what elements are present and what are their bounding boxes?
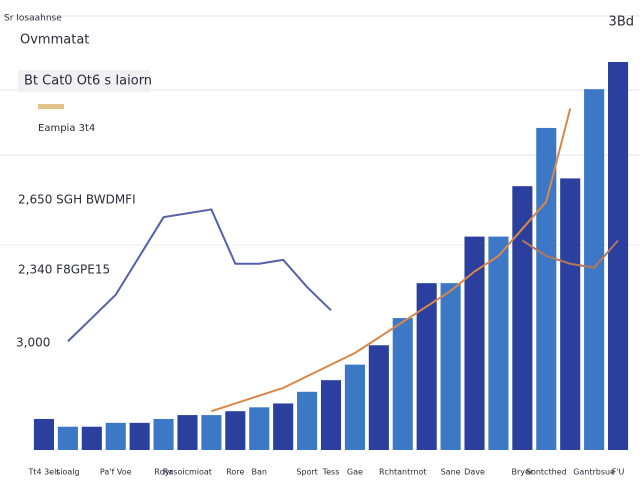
bar	[344, 364, 365, 450]
x-tick-label: Sontcthed	[526, 468, 567, 477]
x-tick-label: sioalg	[56, 468, 80, 477]
x-tick-label: F'U	[612, 468, 625, 477]
bar	[105, 422, 126, 450]
bar	[320, 380, 342, 450]
chart-title: Ovmmatat	[20, 33, 89, 48]
x-tick-label: Dave	[464, 468, 485, 477]
bar	[153, 418, 174, 450]
bar	[560, 178, 581, 450]
x-tick-label: Sane	[441, 468, 461, 477]
bar	[440, 283, 461, 450]
x-tick-label: Rdyr	[154, 468, 173, 477]
bar	[81, 426, 102, 450]
x-tick-label: Rchtantrnot	[379, 468, 427, 477]
bar	[57, 426, 78, 450]
bar	[249, 407, 270, 450]
bar	[464, 236, 485, 450]
x-tick-label: Gantrbsue	[573, 468, 615, 477]
bar	[33, 418, 55, 450]
note: Eampia 3t4	[38, 123, 95, 134]
kicker: Sr Iosaahnse	[4, 14, 62, 24]
x-tick-label: Bryer	[511, 468, 533, 477]
annotation: 3,000	[16, 336, 50, 350]
x-tick-label: Sport	[296, 468, 317, 477]
x-tick-label: Rasoicmioat	[163, 468, 212, 477]
x-tick-label: Gae	[347, 468, 363, 477]
swatch	[38, 104, 64, 109]
line	[211, 108, 572, 413]
line	[521, 239, 619, 269]
x-tick-label: Pa'f Voe	[100, 468, 132, 477]
x-tick-label: Rore	[226, 468, 244, 477]
bar	[488, 236, 509, 450]
bar	[201, 415, 222, 450]
bar	[512, 186, 533, 450]
bar	[129, 422, 150, 450]
bar	[416, 283, 437, 450]
annotation: 2,340 F8GPE15	[18, 263, 110, 277]
x-tick-label: Tess	[322, 468, 340, 477]
bar	[225, 411, 246, 450]
x-tick-label: Tt4 3elt	[27, 468, 59, 477]
annotation: 2,650 SGH BWDMFI	[18, 193, 136, 207]
bar	[392, 318, 413, 450]
subtitle-box	[18, 70, 150, 92]
bar	[584, 89, 605, 450]
line	[67, 208, 332, 343]
x-tick-label: Ban	[252, 468, 267, 477]
bar	[177, 415, 198, 450]
bar	[273, 403, 294, 450]
bar	[368, 345, 389, 450]
corner-label: 3Bd	[609, 15, 634, 30]
bar	[607, 62, 629, 450]
subtitle: Bt Cat0 Ot6 s Iaiorn	[24, 74, 152, 89]
bar	[297, 391, 318, 450]
